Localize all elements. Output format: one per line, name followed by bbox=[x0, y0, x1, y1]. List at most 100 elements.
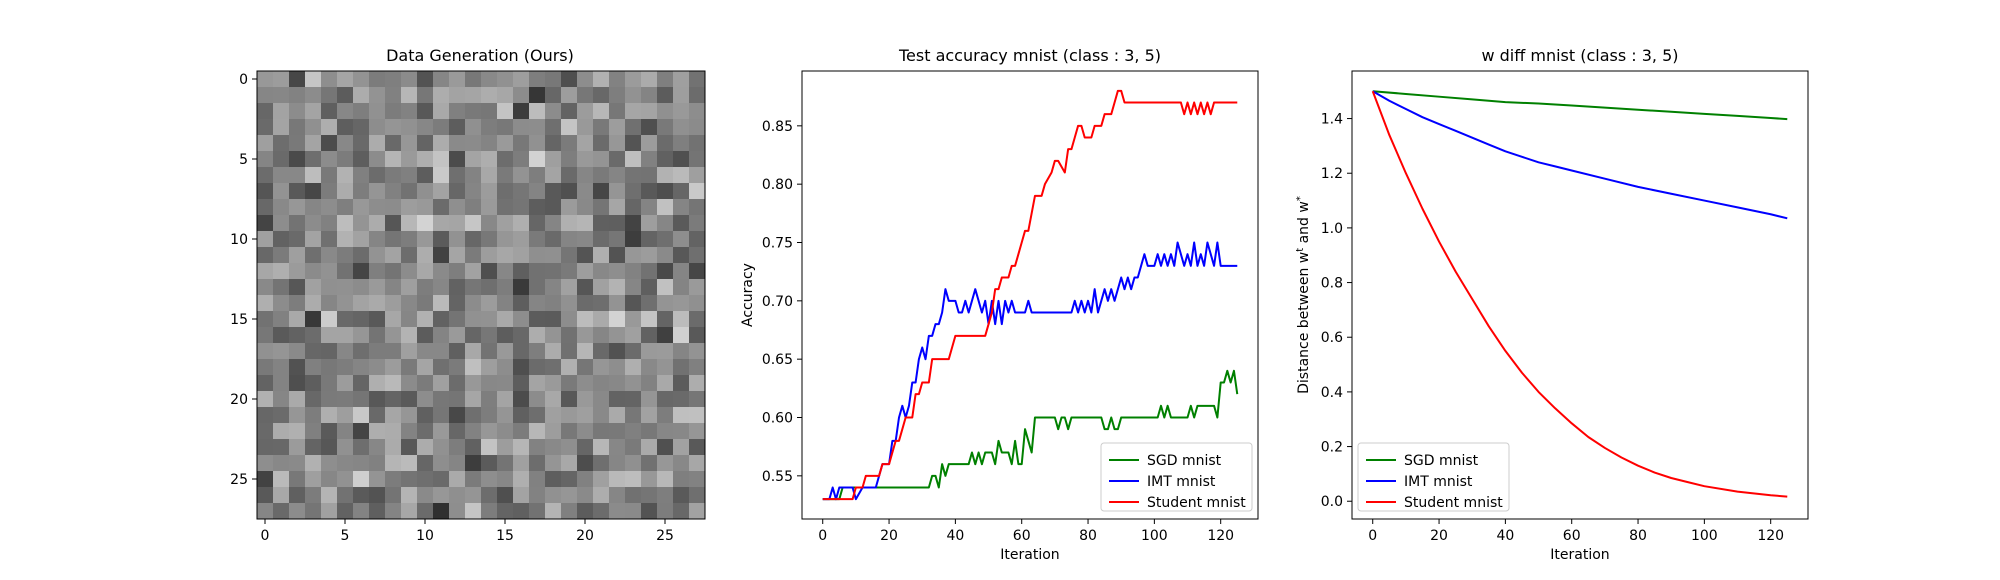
heatmap-cell bbox=[545, 423, 562, 440]
heatmap-cell bbox=[529, 295, 546, 312]
heatmap-cell bbox=[513, 87, 530, 104]
heatmap-cell bbox=[497, 151, 514, 168]
heatmap-cell bbox=[513, 103, 530, 120]
heatmap-cell bbox=[449, 199, 466, 216]
heatmap-cell bbox=[529, 423, 546, 440]
heatmap-cell bbox=[481, 423, 498, 440]
heatmap-cell bbox=[577, 151, 594, 168]
heatmap-cell bbox=[369, 247, 386, 264]
heatmap-cell bbox=[673, 423, 690, 440]
heatmap-cell bbox=[289, 471, 306, 488]
heatmap-cell bbox=[481, 183, 498, 200]
heatmap-cell bbox=[577, 263, 594, 280]
heatmap-cell bbox=[625, 103, 642, 120]
heatmap-cell bbox=[625, 119, 642, 136]
x-tick-label: 0 bbox=[1368, 528, 1377, 544]
panel-test-accuracy: Test accuracy mnist (class : 3, 5) 0 20 40… bbox=[740, 46, 1259, 563]
heatmap-cell bbox=[673, 487, 690, 504]
heatmap-cell bbox=[593, 343, 610, 360]
x-tick-label: 120 bbox=[1207, 528, 1234, 544]
heatmap-cell bbox=[321, 167, 338, 184]
heatmap-cell bbox=[385, 151, 402, 168]
heatmap-cell bbox=[257, 263, 274, 280]
heatmap-cell bbox=[657, 279, 674, 296]
heatmap-cell bbox=[513, 231, 530, 248]
heatmap-cell bbox=[273, 439, 290, 456]
heatmap-cell bbox=[289, 375, 306, 392]
heatmap-cell bbox=[273, 263, 290, 280]
heatmap-cell bbox=[353, 183, 370, 200]
heatmap-cell bbox=[577, 487, 594, 504]
heatmap-cell bbox=[609, 231, 626, 248]
heatmap-cell bbox=[401, 103, 418, 120]
heatmap-cell bbox=[481, 391, 498, 408]
heatmap-cell bbox=[689, 199, 706, 216]
heatmap-cell bbox=[545, 231, 562, 248]
heatmap-cell bbox=[657, 119, 674, 136]
heatmap-cell bbox=[321, 407, 338, 424]
heatmap-cell bbox=[657, 71, 674, 88]
heatmap-cell bbox=[465, 247, 482, 264]
x-tick-label: 15 bbox=[496, 528, 514, 544]
heatmap-cell bbox=[609, 487, 626, 504]
heatmap-cell bbox=[689, 375, 706, 392]
heatmap-cell bbox=[625, 359, 642, 376]
heatmap-cell bbox=[305, 375, 322, 392]
heatmap-cell bbox=[689, 231, 706, 248]
heatmap-cell bbox=[449, 215, 466, 232]
heatmap-cell bbox=[433, 247, 450, 264]
heatmap-cell bbox=[593, 119, 610, 136]
heatmap-cell bbox=[337, 103, 354, 120]
heatmap-cell bbox=[305, 263, 322, 280]
heatmap-cell bbox=[657, 407, 674, 424]
wdiff-y-ticks: 0.0 0.2 0.4 0.6 0.8 1.0 1.2 1.4 bbox=[1321, 112, 1352, 510]
heatmap-cell bbox=[513, 71, 530, 88]
heatmap-cell bbox=[321, 247, 338, 264]
heatmap-cell bbox=[497, 135, 514, 152]
heatmap-cell bbox=[513, 375, 530, 392]
heatmap-cell bbox=[593, 151, 610, 168]
heatmap-cell bbox=[305, 439, 322, 456]
heatmap-cell bbox=[257, 391, 274, 408]
heatmap-cell bbox=[625, 167, 642, 184]
heatmap-cell bbox=[577, 199, 594, 216]
heatmap-cell bbox=[673, 167, 690, 184]
heatmap-cell bbox=[689, 263, 706, 280]
y-tick-label: 0.65 bbox=[762, 352, 793, 368]
heatmap-cell bbox=[641, 311, 658, 328]
heatmap-cell bbox=[529, 263, 546, 280]
heatmap-cell bbox=[401, 263, 418, 280]
heatmap-cell bbox=[401, 119, 418, 136]
heatmap-cell bbox=[401, 487, 418, 504]
heatmap-cell bbox=[385, 487, 402, 504]
title-test-accuracy: Test accuracy mnist (class : 3, 5) bbox=[898, 46, 1161, 65]
heatmap-cell bbox=[497, 311, 514, 328]
heatmap-cell bbox=[545, 503, 562, 520]
heatmap-cell bbox=[673, 439, 690, 456]
x-tick-label: 60 bbox=[1013, 528, 1031, 544]
heatmap-cell bbox=[577, 71, 594, 88]
heatmap-cell bbox=[401, 327, 418, 344]
heatmap-cell bbox=[657, 343, 674, 360]
heatmap-cell bbox=[529, 439, 546, 456]
heatmap-cell bbox=[465, 487, 482, 504]
heatmap-cell bbox=[577, 391, 594, 408]
heatmap-cell bbox=[305, 455, 322, 472]
heatmap-cell bbox=[593, 103, 610, 120]
heatmap-cell bbox=[497, 87, 514, 104]
heatmap-cell bbox=[257, 215, 274, 232]
heatmap-cell bbox=[577, 327, 594, 344]
heatmap-cell bbox=[321, 471, 338, 488]
title-w-diff: w diff mnist (class : 3, 5) bbox=[1481, 46, 1678, 65]
heatmap-cell bbox=[529, 151, 546, 168]
heatmap-cell bbox=[625, 87, 642, 104]
heatmap-cell bbox=[337, 87, 354, 104]
y-tick-label: 0.2 bbox=[1321, 440, 1343, 456]
heatmap-cell bbox=[561, 119, 578, 136]
heatmap-cell bbox=[673, 503, 690, 520]
heatmap-cell bbox=[289, 71, 306, 88]
heatmap-cell bbox=[673, 343, 690, 360]
x-tick-label: 0 bbox=[818, 528, 827, 544]
heatmap-cell bbox=[305, 343, 322, 360]
